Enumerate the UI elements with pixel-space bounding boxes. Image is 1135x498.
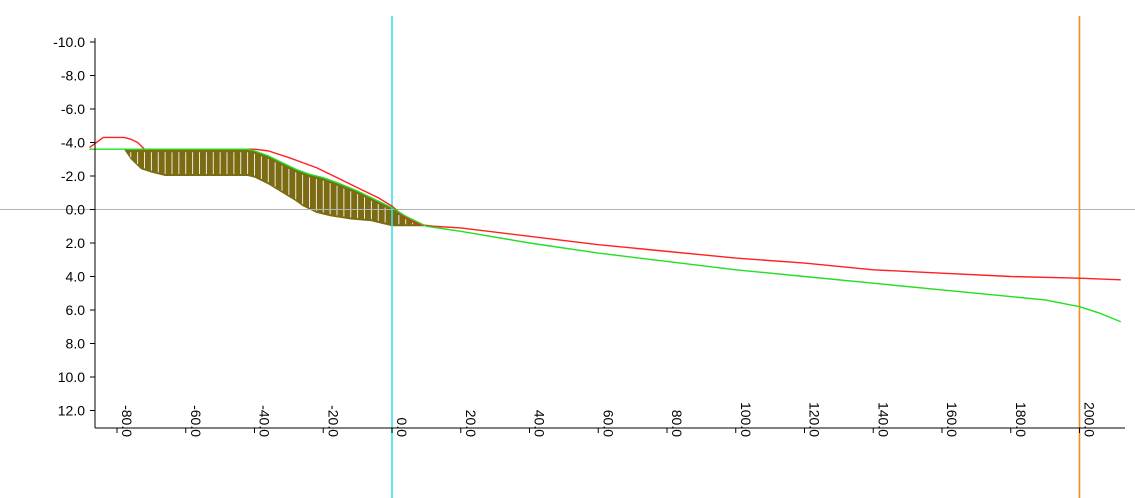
y-tick-label: -10.0 — [53, 34, 85, 50]
y-tick-label: 10.0 — [58, 369, 85, 385]
y-tick-label: 2.0 — [66, 235, 86, 251]
x-tick-label: -20.0 — [325, 405, 341, 437]
chart-axes — [90, 38, 1125, 433]
y-tick-labels: -10.0 -8.0 -6.0 -4.0 -2.0 0.0 2.0 4.0 6.0 8.0 10.0… — [53, 34, 85, 419]
y-tick-label: 12.0 — [58, 403, 85, 419]
y-tick-label: -2.0 — [61, 168, 85, 184]
x-tick-label: 0.0 — [394, 418, 410, 438]
y-tick-label: -6.0 — [61, 101, 85, 117]
x-tick-labels: -80.0 -60.0 -40.0 -20.0 0.0 20.0 40.0 60.0 80.0 1… — [119, 402, 1098, 437]
y-tick-label: -8.0 — [61, 68, 85, 84]
x-tick-label: 120.0 — [807, 402, 823, 437]
x-tick-label: -80.0 — [119, 405, 135, 437]
x-tick-label: -60.0 — [188, 405, 204, 437]
x-tick-label: 180.0 — [1013, 402, 1029, 437]
x-tick-label: 60.0 — [600, 410, 616, 437]
y-tick-label: 8.0 — [66, 336, 86, 352]
cut-fill-area — [123, 149, 427, 227]
x-tick-label: 20.0 — [463, 410, 479, 437]
x-tick-label: 140.0 — [875, 402, 891, 437]
x-tick-label: 200.0 — [1082, 402, 1098, 437]
cut-fill-polygon — [123, 149, 427, 227]
y-tick-label: 0.0 — [66, 202, 86, 218]
y-tick-label: 4.0 — [66, 269, 86, 285]
x-tick-label: 40.0 — [532, 410, 548, 437]
x-tick-label: 80.0 — [669, 410, 685, 437]
x-tick-label: 160.0 — [944, 402, 960, 437]
reference-lines — [0, 16, 1135, 498]
y-tick-label: -4.0 — [61, 135, 85, 151]
x-tick-label: 100.0 — [738, 402, 754, 437]
profile-series — [89, 136, 1122, 323]
y-tick-label: 6.0 — [66, 302, 86, 318]
x-tick-label: -40.0 — [257, 405, 273, 437]
ground-profile-line — [89, 148, 1122, 323]
